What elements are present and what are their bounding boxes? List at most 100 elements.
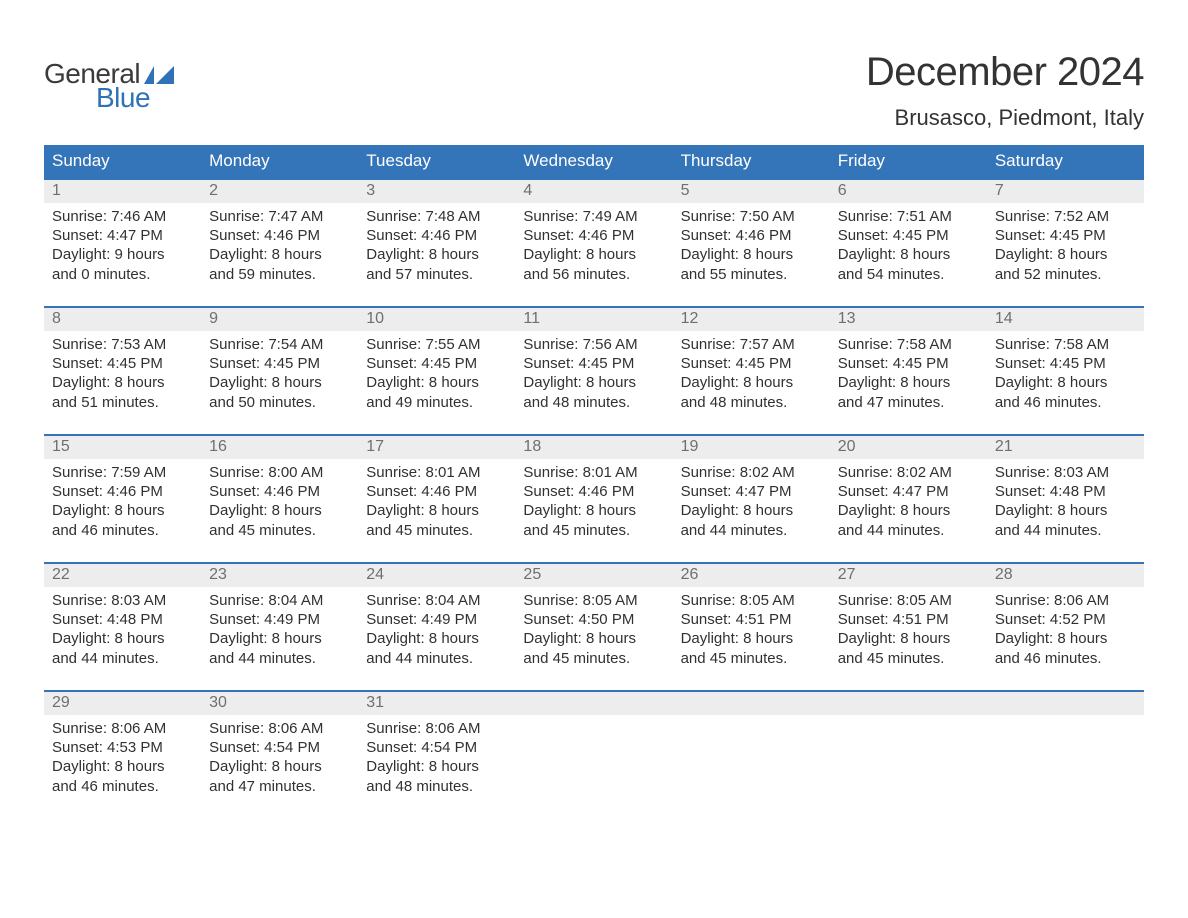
- day-number: 5: [681, 182, 690, 199]
- sunset-line: Sunset: 4:51 PM: [681, 610, 822, 629]
- daylight-line-1: Daylight: 8 hours: [838, 373, 979, 392]
- day-cell: 28Sunrise: 8:06 AMSunset: 4:52 PMDayligh…: [987, 564, 1144, 690]
- day-number-row: 11: [515, 308, 672, 331]
- day-content: Sunrise: 7:51 AMSunset: 4:45 PMDaylight:…: [830, 203, 987, 284]
- daylight-line-2: and 45 minutes.: [523, 649, 664, 668]
- daylight-line-2: and 45 minutes.: [366, 521, 507, 540]
- sunrise-line: Sunrise: 8:01 AM: [523, 463, 664, 482]
- daylight-line-2: and 44 minutes.: [681, 521, 822, 540]
- day-number: 7: [995, 182, 1004, 199]
- day-number: 18: [523, 438, 541, 455]
- sunrise-line: Sunrise: 7:59 AM: [52, 463, 193, 482]
- sunrise-line: Sunrise: 8:05 AM: [838, 591, 979, 610]
- day-cell: 20Sunrise: 8:02 AMSunset: 4:47 PMDayligh…: [830, 436, 987, 562]
- sunset-line: Sunset: 4:46 PM: [209, 482, 350, 501]
- day-number: 8: [52, 310, 61, 327]
- daylight-line-1: Daylight: 8 hours: [366, 501, 507, 520]
- sunset-line: Sunset: 4:46 PM: [681, 226, 822, 245]
- sunset-line: Sunset: 4:49 PM: [366, 610, 507, 629]
- day-cell: 15Sunrise: 7:59 AMSunset: 4:46 PMDayligh…: [44, 436, 201, 562]
- sunset-line: Sunset: 4:50 PM: [523, 610, 664, 629]
- daylight-line-2: and 52 minutes.: [995, 265, 1136, 284]
- sunrise-line: Sunrise: 7:46 AM: [52, 207, 193, 226]
- sunrise-line: Sunrise: 8:04 AM: [366, 591, 507, 610]
- day-content: Sunrise: 7:53 AMSunset: 4:45 PMDaylight:…: [44, 331, 201, 412]
- day-content: Sunrise: 7:50 AMSunset: 4:46 PMDaylight:…: [673, 203, 830, 284]
- daylight-line-1: Daylight: 8 hours: [52, 757, 193, 776]
- day-number: 30: [209, 694, 227, 711]
- daylight-line-2: and 54 minutes.: [838, 265, 979, 284]
- daylight-line-1: Daylight: 8 hours: [681, 245, 822, 264]
- day-content: Sunrise: 8:05 AMSunset: 4:50 PMDaylight:…: [515, 587, 672, 668]
- day-number-row: .: [987, 692, 1144, 715]
- daylight-line-1: Daylight: 8 hours: [52, 629, 193, 648]
- sunrise-line: Sunrise: 7:49 AM: [523, 207, 664, 226]
- day-number: 12: [681, 310, 699, 327]
- day-content: Sunrise: 7:57 AMSunset: 4:45 PMDaylight:…: [673, 331, 830, 412]
- day-content: Sunrise: 8:03 AMSunset: 4:48 PMDaylight:…: [44, 587, 201, 668]
- weekday-header-cell: Sunday: [44, 145, 201, 178]
- day-cell: 30Sunrise: 8:06 AMSunset: 4:54 PMDayligh…: [201, 692, 358, 818]
- day-cell: .: [987, 692, 1144, 818]
- day-cell: 24Sunrise: 8:04 AMSunset: 4:49 PMDayligh…: [358, 564, 515, 690]
- sunset-line: Sunset: 4:54 PM: [366, 738, 507, 757]
- daylight-line-1: Daylight: 8 hours: [366, 245, 507, 264]
- day-number-row: 15: [44, 436, 201, 459]
- sunrise-line: Sunrise: 8:03 AM: [995, 463, 1136, 482]
- day-content: Sunrise: 7:47 AMSunset: 4:46 PMDaylight:…: [201, 203, 358, 284]
- sunset-line: Sunset: 4:46 PM: [523, 226, 664, 245]
- sunset-line: Sunset: 4:46 PM: [366, 226, 507, 245]
- day-number: 11: [523, 310, 540, 327]
- day-number-row: 17: [358, 436, 515, 459]
- sunrise-line: Sunrise: 7:51 AM: [838, 207, 979, 226]
- day-cell: 25Sunrise: 8:05 AMSunset: 4:50 PMDayligh…: [515, 564, 672, 690]
- sunrise-line: Sunrise: 7:54 AM: [209, 335, 350, 354]
- daylight-line-1: Daylight: 8 hours: [209, 501, 350, 520]
- sunrise-line: Sunrise: 7:57 AM: [681, 335, 822, 354]
- day-content: Sunrise: 7:56 AMSunset: 4:45 PMDaylight:…: [515, 331, 672, 412]
- daylight-line-1: Daylight: 8 hours: [209, 373, 350, 392]
- day-number: 29: [52, 694, 70, 711]
- day-number: 1: [52, 182, 61, 199]
- sunrise-line: Sunrise: 7:52 AM: [995, 207, 1136, 226]
- day-number-row: 16: [201, 436, 358, 459]
- daylight-line-1: Daylight: 8 hours: [523, 373, 664, 392]
- day-number-row: .: [673, 692, 830, 715]
- day-number-row: 14: [987, 308, 1144, 331]
- sunset-line: Sunset: 4:45 PM: [681, 354, 822, 373]
- day-content: Sunrise: 7:58 AMSunset: 4:45 PMDaylight:…: [987, 331, 1144, 412]
- daylight-line-2: and 44 minutes.: [52, 649, 193, 668]
- day-cell: 27Sunrise: 8:05 AMSunset: 4:51 PMDayligh…: [830, 564, 987, 690]
- day-number-row: 8: [44, 308, 201, 331]
- sunset-line: Sunset: 4:46 PM: [209, 226, 350, 245]
- day-content: Sunrise: 7:49 AMSunset: 4:46 PMDaylight:…: [515, 203, 672, 284]
- day-number-row: 13: [830, 308, 987, 331]
- day-number-row: 9: [201, 308, 358, 331]
- day-number-row: 28: [987, 564, 1144, 587]
- month-title: December 2024: [866, 50, 1144, 95]
- sunrise-line: Sunrise: 8:02 AM: [681, 463, 822, 482]
- day-number-row: 10: [358, 308, 515, 331]
- daylight-line-2: and 0 minutes.: [52, 265, 193, 284]
- day-number-row: 20: [830, 436, 987, 459]
- day-content: Sunrise: 7:59 AMSunset: 4:46 PMDaylight:…: [44, 459, 201, 540]
- daylight-line-2: and 56 minutes.: [523, 265, 664, 284]
- daylight-line-2: and 46 minutes.: [52, 521, 193, 540]
- week-row: 8 Sunrise: 7:53 AMSunset: 4:45 PMDaylight…: [44, 306, 1144, 434]
- day-content: Sunrise: 8:02 AMSunset: 4:47 PMDaylight:…: [830, 459, 987, 540]
- day-number: 10: [366, 310, 384, 327]
- daylight-line-2: and 57 minutes.: [366, 265, 507, 284]
- day-cell: 16Sunrise: 8:00 AMSunset: 4:46 PMDayligh…: [201, 436, 358, 562]
- daylight-line-1: Daylight: 8 hours: [995, 373, 1136, 392]
- daylight-line-1: Daylight: 8 hours: [209, 757, 350, 776]
- day-cell: 13Sunrise: 7:58 AMSunset: 4:45 PMDayligh…: [830, 308, 987, 434]
- sunrise-line: Sunrise: 8:06 AM: [995, 591, 1136, 610]
- daylight-line-2: and 46 minutes.: [52, 777, 193, 796]
- day-cell: 12 Sunrise: 7:57 AMSunset: 4:45 PMDayligh…: [673, 308, 830, 434]
- day-cell: 19Sunrise: 8:02 AMSunset: 4:47 PMDayligh…: [673, 436, 830, 562]
- sunset-line: Sunset: 4:45 PM: [838, 226, 979, 245]
- day-number-row: .: [515, 692, 672, 715]
- sunrise-line: Sunrise: 8:04 AM: [209, 591, 350, 610]
- day-number: 28: [995, 566, 1013, 583]
- week-row: 22Sunrise: 8:03 AMSunset: 4:48 PMDayligh…: [44, 562, 1144, 690]
